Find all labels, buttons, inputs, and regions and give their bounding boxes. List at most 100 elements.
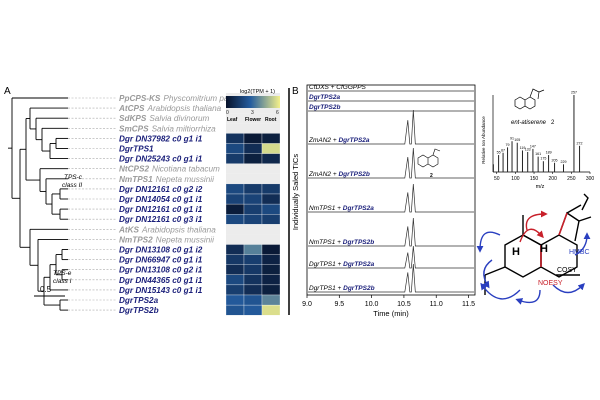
ms-peak-label: 257	[571, 91, 577, 95]
heatmap-col-leaf: Leaf	[227, 117, 238, 123]
heatmap-cell	[262, 224, 280, 235]
heatmap-cell	[225, 203, 245, 215]
panel-a-label: A	[4, 86, 11, 97]
ms-peak-label: 147	[530, 144, 536, 148]
heatmap-cell	[261, 183, 281, 195]
heatmap-cell	[261, 254, 281, 265]
heatmap-key-mid: 3	[251, 110, 254, 116]
heatmap-cell	[262, 234, 280, 245]
heatmap-cell	[262, 173, 280, 184]
heatmap-cell	[261, 193, 281, 205]
taxon-label: AtCPS Arabidopsis thaliana	[118, 104, 222, 113]
trace-label: CfDXS + CfGGPPS	[309, 84, 367, 91]
scale-bar-label: 0.5	[40, 285, 52, 294]
heatmap-cell	[225, 143, 245, 154]
clade-label-tps-e-class: class I	[53, 278, 72, 285]
heatmap-cell	[244, 224, 262, 235]
heatmap-cell	[243, 244, 263, 255]
trace-label: DgrTPS2a	[309, 94, 340, 101]
heatmap-cell	[225, 264, 245, 275]
peak-compound-label: 2	[430, 173, 433, 179]
trace-label: NmTPS1 + DgrTPS2a	[309, 205, 374, 212]
heatmap-cell	[225, 294, 245, 306]
heatmap-cell	[225, 214, 245, 225]
heatmap-cell	[243, 274, 263, 286]
ms-peak-label: 105	[514, 138, 520, 142]
ms-peak-label: 55	[497, 151, 501, 155]
gcms-trace	[308, 183, 474, 213]
trace-label: DgrTPS1 + DgrTPS2b	[309, 285, 375, 292]
heatmap-cell	[261, 244, 281, 255]
taxon-label: SmCPS Salvia miltiorrhiza	[119, 124, 216, 133]
trace-label: ZmAN2 + DgrTPS2b	[308, 171, 370, 178]
taxon-label: Dgr DN12161 c0 g1 i1	[119, 205, 203, 214]
heatmap-color-key	[226, 96, 280, 108]
compound-name: ent-atiserene	[511, 120, 547, 126]
heatmap-cell	[243, 264, 263, 275]
ms-peak-label: 119	[520, 146, 526, 150]
gcms-traces: CfDXS + CfGGPPS DgrTPS2a DgrTPS2b ZmAN2 + D…	[308, 84, 474, 293]
nmr-correlation-diagram: H H HMBC COSY NOESY	[476, 193, 592, 305]
heatmap-cell	[226, 173, 244, 184]
heatmap-cell	[225, 133, 245, 144]
compound-number: 2	[551, 120, 555, 126]
gcms-trace	[308, 263, 474, 293]
heatmap-cell	[261, 294, 281, 306]
ms-y-label: Relative Ion Abundance	[481, 116, 486, 164]
taxon-label: Dgr DN12161 c0 g3 i1	[119, 215, 203, 224]
heatmap-cell	[244, 103, 262, 114]
expression-heatmap	[225, 93, 281, 316]
heatmap-cell	[261, 274, 281, 286]
heatmap-cell	[225, 274, 245, 286]
heatmap-cell	[225, 153, 245, 164]
heatmap-cell	[262, 163, 280, 174]
heatmap-cell	[261, 143, 281, 154]
taxon-label: PpCPS-KS Physcomitrium patens	[119, 94, 244, 103]
ms-x-tick-label: 50	[494, 176, 500, 182]
ms-x-tick-label: 250	[567, 176, 576, 182]
taxon-label: AtKS Arabidopsis thaliana	[118, 225, 216, 234]
heatmap-cell	[261, 153, 281, 164]
heatmap-cell	[244, 173, 262, 184]
ms-peak-label: 272	[577, 141, 583, 145]
heatmap-cell	[262, 103, 280, 114]
heatmap-cell	[244, 123, 262, 134]
heatmap-cell	[262, 113, 280, 124]
ms-x-label: m/z	[536, 184, 545, 190]
taxon-label: Dgr DN15143 c0 g1 i1	[119, 286, 203, 295]
taxon-label: NmTPS2 Nepeta mussinii	[119, 235, 214, 244]
x-tick-label: 11.0	[430, 301, 443, 308]
taxon-label: Dgr DN25243 c0 g1 i1	[119, 155, 203, 164]
heatmap-cell	[261, 304, 281, 316]
taxon-label: Dgr DN13108 c0 g1 i2	[119, 246, 203, 255]
trace-label: NmTPS1 + DgrTPS2b	[309, 239, 374, 246]
hmbc-legend: HMBC	[569, 249, 590, 256]
ms-peak-label: 133	[525, 147, 531, 151]
taxon-label: Dgr DN66947 c0 g1 i1	[119, 256, 203, 265]
nmr-h-label-2: H	[540, 243, 548, 255]
heatmap-cell	[226, 234, 244, 245]
heatmap-cell	[243, 133, 263, 144]
x-tick-label: 10.0	[365, 301, 379, 308]
heatmap-cell	[225, 183, 245, 195]
gcms-trace	[308, 245, 474, 269]
heatmap-cell	[261, 203, 281, 215]
trace-label: DgrTPS2b	[309, 104, 340, 111]
x-tick-label: 9.0	[302, 301, 312, 308]
heatmap-cell	[225, 284, 245, 296]
taxon-label: DgrTPS1	[119, 145, 154, 154]
heatmap-cell	[226, 224, 244, 235]
heatmap-col-root: Root	[265, 117, 277, 123]
nmr-h-label-1: H	[512, 246, 520, 258]
ms-x-tick-label: 300	[586, 176, 595, 182]
x-tick-label: 10.5	[397, 301, 411, 308]
ms-peak-label: 189	[546, 151, 552, 155]
panel-b-label: B	[292, 86, 299, 97]
chromatogram-x-label: Time (min)	[373, 309, 409, 318]
x-tick-label: 11.5	[462, 301, 475, 308]
noesy-arrows	[519, 210, 548, 243]
taxon-label: DgrTPS2a	[119, 296, 159, 305]
heatmap-cell	[226, 123, 244, 134]
heatmap-cell	[226, 113, 244, 124]
